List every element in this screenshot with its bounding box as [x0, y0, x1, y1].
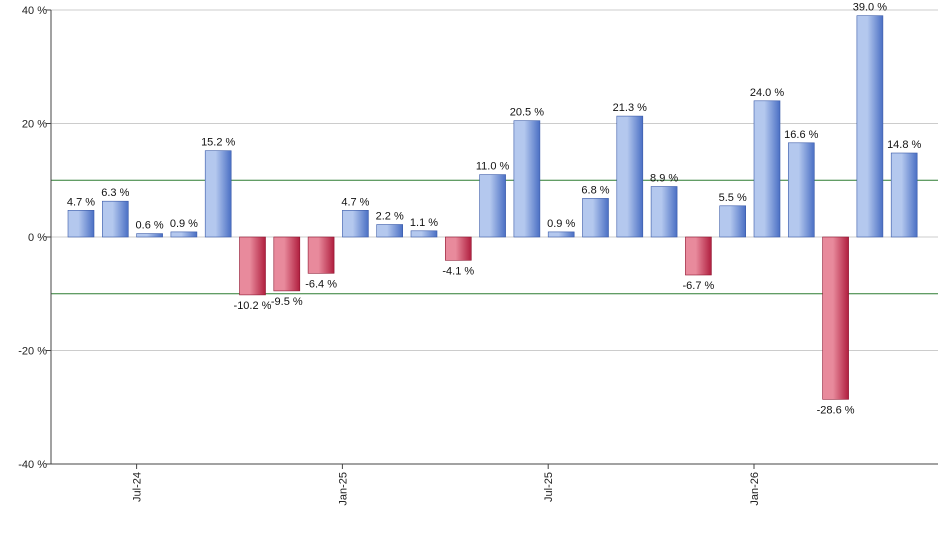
bar: [547, 231, 575, 238]
data-label: 4.7 %: [67, 196, 95, 208]
data-label: -9.5 %: [271, 296, 303, 308]
data-label: 20.5 %: [510, 107, 544, 119]
bar: [136, 233, 163, 238]
bar: [273, 236, 301, 292]
data-label: 6.8 %: [581, 184, 609, 196]
data-label: 5.5 %: [719, 192, 747, 204]
data-label: -10.2 %: [234, 300, 272, 312]
y-tick-label: 40 %: [22, 5, 47, 17]
data-label: 0.6 %: [136, 220, 164, 232]
bar: [685, 236, 712, 276]
bar: [307, 236, 335, 274]
bar: [616, 115, 644, 238]
data-label: 2.2 %: [376, 211, 404, 223]
bar: [410, 230, 438, 238]
y-tick-label: -40 %: [18, 459, 47, 471]
bar: [650, 186, 678, 238]
bar: [890, 152, 918, 238]
data-label: -4.1 %: [442, 265, 474, 277]
bar: [170, 231, 198, 238]
bar: [822, 236, 849, 400]
data-label: 24.0 %: [750, 87, 784, 99]
bar: [342, 210, 369, 238]
data-label: -6.7 %: [683, 280, 715, 292]
data-label: 14.8 %: [887, 139, 921, 151]
bar: [376, 224, 404, 238]
data-label: 0.9 %: [170, 218, 198, 230]
data-label: 4.7 %: [341, 196, 369, 208]
bar: [513, 120, 541, 238]
data-label: 21.3 %: [613, 102, 647, 114]
x-tick-label: Jul-24: [132, 472, 144, 502]
bar: [753, 100, 781, 238]
x-tick-label: Jul-25: [543, 472, 555, 502]
bar: [67, 210, 95, 238]
x-tick-label: Jan-25: [337, 472, 349, 506]
bars: [67, 15, 918, 400]
bar: [444, 236, 472, 261]
data-label: -28.6 %: [817, 404, 855, 416]
data-label: 0.9 %: [547, 218, 575, 230]
y-tick-label: -20 %: [18, 346, 47, 358]
data-label: 15.2 %: [201, 137, 235, 149]
bar: [719, 205, 747, 238]
data-label: 16.6 %: [784, 129, 818, 141]
bar: [102, 200, 129, 238]
y-tick-label: 20 %: [22, 119, 47, 131]
data-label: 1.1 %: [410, 217, 438, 229]
data-label: 6.3 %: [101, 187, 129, 199]
data-label: 11.0 %: [476, 161, 510, 173]
bar: [479, 174, 506, 238]
bar: [582, 198, 609, 238]
data-label: 39.0 %: [853, 2, 887, 14]
bar: [856, 15, 884, 238]
bar: [204, 150, 232, 238]
data-label: 8.9 %: [650, 173, 678, 185]
x-tick-label: Jan-26: [749, 472, 761, 506]
data-labels: 4.7 %6.3 %0.6 % 0.9 %15.2 %-10.2 % -9.5 %-…: [67, 2, 922, 417]
axes: 40 % 20 % 0 % -20 % -40 % Jul-24 Jan-25 Jul-25 J…: [18, 5, 938, 506]
bar: [787, 142, 815, 238]
y-tick-label: 0 %: [28, 232, 47, 244]
data-label: -6.4 %: [305, 278, 337, 290]
bar: [239, 236, 266, 296]
